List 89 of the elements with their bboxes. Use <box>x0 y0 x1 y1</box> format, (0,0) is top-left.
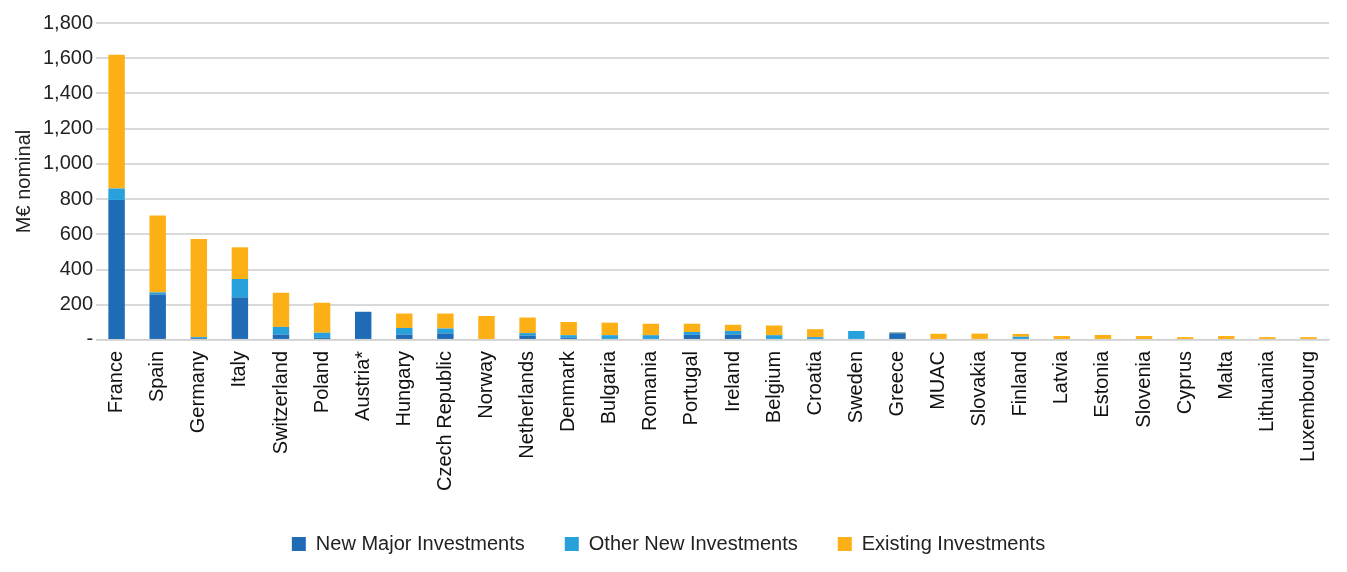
bar <box>149 292 166 295</box>
bar <box>272 326 290 335</box>
x-tick-label: Portugal <box>679 350 702 426</box>
x-tick-label: Denmark <box>556 349 579 433</box>
bar <box>149 215 166 293</box>
bar <box>848 330 865 339</box>
bar <box>354 311 372 339</box>
x-tick-label: Austria* <box>350 350 373 421</box>
bar <box>724 334 742 339</box>
x-tick-label: Germany <box>186 350 209 434</box>
x-tick-label: Lithuania <box>1254 350 1277 433</box>
bar <box>971 333 988 339</box>
bar <box>1218 336 1235 339</box>
x-tick-label: Romania <box>638 350 661 431</box>
bar <box>642 323 660 336</box>
x-tick-label: Croatia <box>802 350 825 416</box>
y-tick-label: 1,800 <box>42 10 94 33</box>
x-tick-label: Greece <box>884 350 907 417</box>
bar <box>437 328 454 334</box>
bar <box>231 247 249 280</box>
x-tick-label: Estonia <box>1090 350 1113 418</box>
bar <box>272 334 290 339</box>
x-tick-label: Hungary <box>391 350 414 427</box>
bar <box>560 321 577 336</box>
bar <box>313 302 331 333</box>
bar <box>601 335 618 339</box>
x-tick-label: Ireland <box>720 350 743 413</box>
bar <box>437 333 454 339</box>
x-tick-label: Belgium <box>761 350 784 424</box>
bar <box>683 334 701 339</box>
bar <box>1053 336 1071 339</box>
bar <box>683 323 701 333</box>
y-tick-label: 1,400 <box>42 80 94 103</box>
y-tick-label: 600 <box>59 221 94 244</box>
x-tick-label: Norway <box>474 350 496 419</box>
x-tick-label: Cyprus <box>1172 350 1195 415</box>
bar <box>1135 336 1153 339</box>
bar <box>396 334 413 339</box>
bar <box>889 333 906 339</box>
x-tick-label: Poland <box>309 350 332 414</box>
x-tick-label: Slovenia <box>1131 350 1154 428</box>
bar <box>108 188 125 200</box>
x-tick-label: Slovakia <box>967 350 990 427</box>
bar <box>1094 335 1112 339</box>
legend-label: New Major Investments <box>315 531 525 554</box>
bar <box>190 239 208 338</box>
bar <box>231 297 249 339</box>
x-tick-label: France <box>104 350 127 414</box>
y-tick-label: 800 <box>59 186 94 209</box>
bar <box>108 54 125 189</box>
legend-label: Other New Investments <box>588 531 798 554</box>
bar <box>930 333 947 339</box>
y-tick-label: 1,200 <box>42 116 94 139</box>
x-tick-label: Sweden <box>843 350 866 424</box>
bar <box>724 324 742 331</box>
bar <box>765 335 783 339</box>
x-tick-label: Finland <box>1008 350 1031 417</box>
bar <box>642 335 660 339</box>
bar <box>396 327 413 335</box>
x-tick-label: MUAC <box>926 350 949 410</box>
x-tick-label: Czech Republic <box>432 350 455 492</box>
bar <box>807 329 824 338</box>
y-tick-label: 1,600 <box>42 45 94 68</box>
x-tick-label: Luxembourg <box>1295 350 1318 463</box>
bar <box>313 332 331 338</box>
bar <box>149 294 166 339</box>
y-tick-label: 200 <box>59 292 94 315</box>
bar <box>765 325 783 336</box>
x-tick-label: Switzerland <box>268 350 291 455</box>
legend-label: Existing Investments <box>861 531 1046 554</box>
bar <box>601 322 618 336</box>
bar <box>231 279 249 298</box>
y-tick-label: 400 <box>59 257 94 280</box>
bar <box>683 332 701 335</box>
y-tick-label: 1,000 <box>42 151 94 174</box>
x-tick-label: Latvia <box>1049 350 1072 405</box>
bar <box>396 313 413 328</box>
bar <box>519 317 536 334</box>
x-tick-label: Netherlands <box>515 350 538 459</box>
y-axis-title: M€ nominal <box>11 129 34 234</box>
x-tick-label: Spain <box>145 350 168 403</box>
x-tick-label: Italy <box>227 350 250 388</box>
bar <box>272 292 290 327</box>
bar <box>437 313 454 329</box>
bar <box>108 199 125 339</box>
x-tick-label: Bulgaria <box>597 350 620 425</box>
bar <box>478 315 495 339</box>
y-tick-label: - <box>86 327 94 350</box>
x-tick-label: Malta <box>1213 350 1236 400</box>
